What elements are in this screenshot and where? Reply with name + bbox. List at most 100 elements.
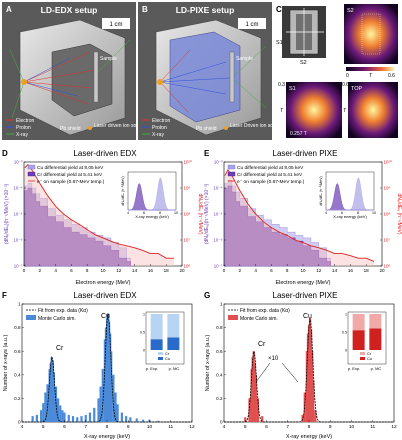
y-tick-label: 0.8 bbox=[14, 325, 21, 330]
panel-a-title: LD-EDX setup bbox=[41, 5, 98, 15]
series-cr-yield bbox=[224, 185, 331, 267]
x-tick-label: 10 bbox=[100, 268, 106, 273]
mc-bar bbox=[261, 416, 264, 422]
sample-label: Sample bbox=[100, 56, 117, 62]
mc-bar bbox=[303, 392, 306, 422]
mc-bar bbox=[116, 404, 119, 422]
legend-electron: Electron bbox=[16, 118, 35, 124]
y-left-tick-label: 10⁻³ bbox=[214, 160, 223, 165]
panel-g: G Laser-driven PIXE 4 5 6 7 8 9 10 11 1200.20.40… bbox=[204, 291, 397, 440]
y-right-tick-label: 10¹⁰ bbox=[384, 160, 392, 165]
inset-cu-peak bbox=[128, 177, 176, 211]
panel-c: C S1 S2 S2 0 T 0.6 S1 0.257 T 0.3 T TOP … bbox=[276, 4, 398, 138]
s1-label: S1 bbox=[276, 40, 283, 46]
x-tick-label: 4 bbox=[223, 424, 226, 430]
mc-bar bbox=[80, 416, 83, 422]
fit-curve bbox=[224, 318, 394, 423]
inset-ylabel: dNᵧ/dEₑ (h⁻¹/MeV) bbox=[319, 176, 323, 205]
mc-bar bbox=[54, 386, 58, 422]
s2-map-label: S2 bbox=[347, 8, 354, 14]
colorbar-min: 0 bbox=[346, 73, 349, 79]
inset-xticks: 4 6 8 10 bbox=[325, 211, 376, 215]
mc-bar bbox=[101, 368, 104, 422]
cu-peak-label: Cu bbox=[101, 313, 110, 320]
legend-mc: Monte Carlo sim. bbox=[38, 316, 76, 322]
series-electron-area bbox=[24, 164, 175, 266]
x-tick-label: 2 bbox=[239, 268, 242, 273]
x-tick-label: 14 bbox=[332, 268, 338, 273]
mc-bar bbox=[61, 410, 64, 422]
inset-y-tick-label: 0 bbox=[143, 349, 145, 353]
mc-bar bbox=[142, 419, 145, 422]
series-electron-area bbox=[224, 169, 375, 266]
legend-electrons: e⁻ on sample (0.67-MeV temp.) bbox=[237, 179, 305, 185]
legend-ion-source: Laser Driven ion source bbox=[230, 123, 283, 129]
panel-g-mc-bars bbox=[244, 318, 317, 422]
inset-x-tick-label: 4 bbox=[325, 211, 327, 215]
inset-y-tick-label: 1 bbox=[345, 313, 347, 317]
panel-d-xlabel: Electron energy (MeV) bbox=[75, 280, 130, 286]
x-tick-label: 16 bbox=[348, 268, 354, 273]
panel-g-inset: 00.51 bbox=[342, 311, 387, 365]
x-tick-label: 6 bbox=[270, 268, 273, 273]
inset-bar-cu bbox=[167, 337, 180, 350]
inset-xlabel: X-ray energy (keV) bbox=[333, 214, 367, 219]
mc-bar bbox=[93, 407, 96, 422]
mc-bar bbox=[114, 392, 117, 422]
legend-cu: Cu differential yield at 8.05 keV bbox=[237, 165, 304, 171]
panel-b-legend: Electron Proton X-ray Laser Driven ion s… bbox=[142, 118, 283, 138]
x-tick-label: 9 bbox=[329, 424, 332, 430]
panel-d-axes: 0 2 4 6 8 10 12 14 16 18 20 10⁻⁷ 10⁻⁶ 10⁻⁵ 10⁻⁴ 10⁻³ 10⁶… bbox=[13, 160, 191, 273]
y-right-tick-label: 10⁶ bbox=[384, 264, 391, 269]
panel-e-legend: Cu differential yield at 8.05 keV Cr dif… bbox=[227, 164, 305, 185]
mc-bar bbox=[46, 384, 49, 422]
inset-y-tick-label: 0 bbox=[345, 349, 347, 353]
mc-bar bbox=[120, 412, 123, 422]
y-left-tick-label: 10⁻⁵ bbox=[13, 212, 22, 217]
y-left-tick-label: 10⁻⁴ bbox=[13, 186, 22, 191]
mc-bar bbox=[248, 398, 251, 422]
inset-x-tick-label: 8 bbox=[357, 211, 359, 215]
x-tick-label: 2 bbox=[39, 268, 42, 273]
y-left-tick-label: 10⁻⁷ bbox=[14, 264, 23, 269]
x-tick-label: 5 bbox=[244, 424, 247, 430]
panel-d: D Laser-driven EDX 0 2 4 6 8 10 12 14 16 18 20 10⁻⁷… bbox=[2, 149, 203, 286]
cr-peak-label: Cr bbox=[56, 345, 64, 352]
x-tick-label: 4 bbox=[54, 268, 57, 273]
panel-e-title: Laser-driven PIXE bbox=[273, 149, 338, 158]
inset-y-tick-label: 1 bbox=[143, 313, 145, 317]
panel-e-inset: X-ray energy (keV) dNᵧ/dEₑ (h⁻¹/MeV) 4 6 8… bbox=[319, 171, 376, 219]
shield-cavity bbox=[51, 43, 113, 117]
mc-bar bbox=[71, 416, 75, 422]
panel-b-title: LD-PIXE setup bbox=[176, 5, 235, 15]
panel-g-legend: Fit from exp. data (Kα) Monte Carlo sim. bbox=[228, 308, 290, 322]
panel-g-fit-curve bbox=[224, 318, 394, 423]
inset-legend-cr: Cr bbox=[165, 351, 170, 356]
legend-cr: Cr differential yield at 5.41 keV bbox=[237, 172, 303, 178]
mc-bar bbox=[31, 416, 34, 422]
panel-f-inset-legend: Cr Cu bbox=[158, 351, 170, 361]
panel-d-legend: Cu differential yield at 8.05 keV Cr dif… bbox=[27, 164, 105, 185]
x-tick-label: 6 bbox=[63, 424, 66, 430]
panel-f-letter: F bbox=[2, 291, 7, 300]
panel-f-inset: 00.51 bbox=[140, 311, 185, 365]
s2-outline bbox=[361, 13, 381, 55]
fit-curve bbox=[22, 313, 192, 423]
x-tick-label: 9 bbox=[127, 424, 130, 430]
colorbar bbox=[346, 67, 394, 71]
inset-bar-cu bbox=[369, 328, 382, 350]
y-left-tick-label: 10⁻⁷ bbox=[214, 264, 223, 269]
legend-ion-source: Laser driven ion source bbox=[94, 123, 146, 129]
x-tick-label: 11 bbox=[168, 424, 173, 430]
panel-e-axes: 0 2 4 6 8 10 12 14 16 18 20 10⁻⁷ 10⁻⁶ 10⁻⁵ 10⁻⁴ 10⁻³ 10⁶… bbox=[213, 160, 391, 273]
panel-f-title: Laser-driven EDX bbox=[73, 291, 137, 300]
sample-label: Sample bbox=[236, 56, 253, 62]
inset-tick-mc: p. MC bbox=[371, 366, 382, 371]
inset-tick-exp: p. Exp. bbox=[146, 366, 158, 371]
inset-bar-cr bbox=[150, 314, 163, 340]
cu-peak-label: Cu bbox=[303, 313, 312, 320]
x-tick-label: 10 bbox=[349, 424, 355, 430]
cr-peak-label: Cr bbox=[258, 341, 266, 348]
x-tick-label: 4 bbox=[254, 268, 257, 273]
